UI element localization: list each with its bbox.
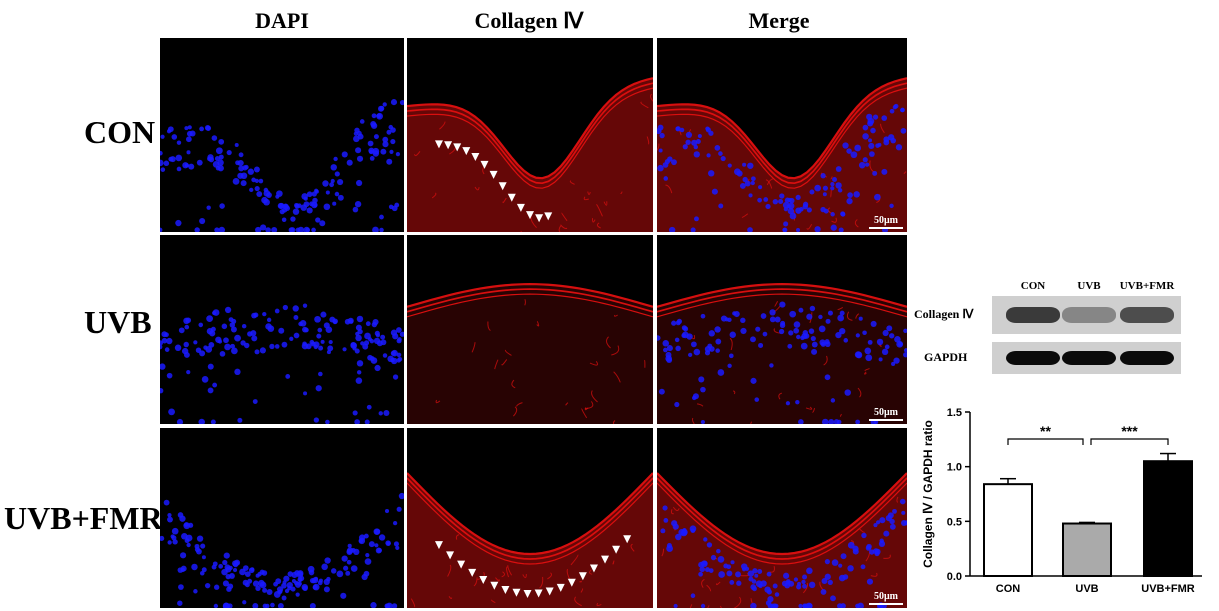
scale-bar-label: 50μm [874,215,898,226]
column-header-collagen: Collagen Ⅳ [474,8,584,33]
scale-bar-line [869,419,903,421]
scale-bar: 50μm [869,591,903,605]
wb-lane-label-uvb: UVB [1077,280,1101,292]
wb-row-label-collagen: Collagen Ⅳ [914,307,974,321]
panel-con-dapi [160,38,404,232]
scale-bar: 50μm [869,215,903,229]
bar-1 [1062,522,1112,577]
bar-0 [983,483,1033,577]
wb-band [1062,307,1116,323]
row-label-con: CON [84,114,156,150]
panel-uvb-fmr-dapi [160,428,404,608]
scale-bar-label: 50μm [874,407,898,418]
panel-uvb-merge: 50μm [657,235,907,424]
wb-band [1062,351,1116,365]
row-label-uvb: UVB [84,304,152,340]
y-tick-label: 1.0 [947,462,962,474]
wb-gapdh-blot [992,342,1181,374]
panel-uvb-dapi [160,235,404,424]
column-header-dapi: DAPI [255,8,309,33]
significance-bracket [1090,438,1169,445]
ratio-bar-chart: Collagen Ⅳ / GAPDH ratio 0.0 0.5 1.0 1.5 CO… [921,407,1202,595]
wb-lane-label-uvb-fmr: UVB+FMR [1119,280,1175,292]
wb-band [1006,307,1060,323]
y-tick-label: 0.0 [947,571,962,583]
x-tick-label: CON [996,583,1021,595]
y-tick-label: 1.5 [947,407,962,419]
panel-con-collagen [407,38,653,232]
bar-2 [1143,460,1193,578]
wb-band [1120,351,1174,365]
scale-bar-line [869,227,903,229]
significance-label: *** [1121,423,1138,439]
wb-lane-label-con: CON [1020,280,1046,292]
significance-label: ** [1040,423,1051,439]
scale-bar-line [869,603,903,605]
wb-band [1006,351,1060,365]
scale-bar: 50μm [869,407,903,421]
panel-uvb-fmr-merge: 50μm [657,428,907,608]
scale-bar-label: 50μm [874,591,898,602]
x-tick-label: UVB+FMR [1141,583,1195,595]
panel-uvb-fmr-collagen [407,428,653,608]
wb-collagen-blot [992,296,1181,334]
significance-bracket [1007,438,1084,445]
panel-uvb-collagen [407,235,653,424]
chart-ylabel: Collagen Ⅳ / GAPDH ratio [921,420,935,568]
wb-band [1120,307,1174,323]
panel-con-merge: 50μm [657,38,907,232]
wb-row-label-gapdh: GAPDH [924,350,968,364]
x-tick-label: UVB [1075,583,1098,595]
column-header-merge: Merge [748,8,810,33]
row-label-uvb-fmr: UVB+FMR [4,500,163,536]
y-tick-label: 0.5 [947,516,962,528]
